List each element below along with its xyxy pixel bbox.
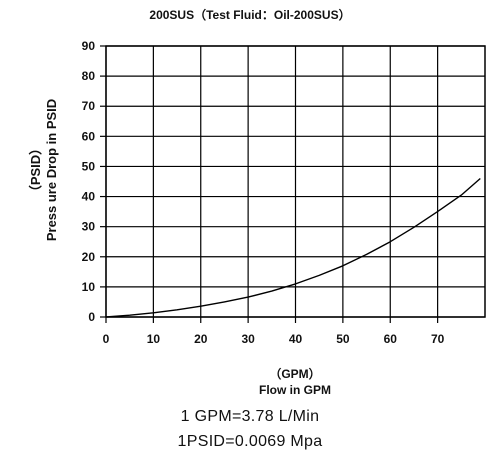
y-tick-label: 10 [82,280,96,294]
gpm-conversion-note: 1 GPM=3.78 L/Min [180,408,320,425]
y-tick-label: 70 [82,99,96,113]
y-axis-unit: （PSID） [28,141,43,199]
x-tick-label: 60 [384,332,398,346]
psid-conversion-note: 1PSID=0.0069 Mpa [177,433,323,450]
y-tick-label: 80 [82,69,96,83]
series-line-0 [105,177,481,318]
x-tick-label: 40 [289,332,303,346]
x-tick-label: 50 [336,332,350,346]
y-tick-label: 90 [82,39,96,53]
chart-title: 200SUS（Test Fluid：Oil-200SUS） [149,8,351,22]
x-tick-label: 20 [194,332,208,346]
grid [100,45,486,323]
y-tick-label: 30 [82,220,96,234]
y-tick-labels: 0 10 20 30 40 50 60 70 80 90 [82,39,96,324]
x-tick-label: 70 [431,332,445,346]
x-tick-label: 0 [103,332,110,346]
plot-frame [105,45,486,318]
x-axis-title: Flow in GPM [259,383,331,397]
conversion-notes: 1 GPM=3.78 L/Min 1PSID=0.0069 Mpa [0,404,500,454]
x-axis-unit: （GPM） [269,367,321,381]
x-tick-label: 30 [241,332,255,346]
x-tick-labels: 0 10 20 30 40 50 60 70 [103,332,445,346]
x-tick-label: 10 [147,332,161,346]
y-tick-label: 0 [88,310,95,324]
y-tick-label: 40 [82,190,96,204]
x-axis-label: （GPM） Flow in GPM [105,366,485,398]
y-tick-label: 60 [82,129,96,143]
y-axis-title: Press ure Drop in PSID [44,98,59,242]
y-tick-label: 20 [82,250,96,264]
y-tick-label: 50 [82,159,96,173]
series-layer [105,177,481,318]
